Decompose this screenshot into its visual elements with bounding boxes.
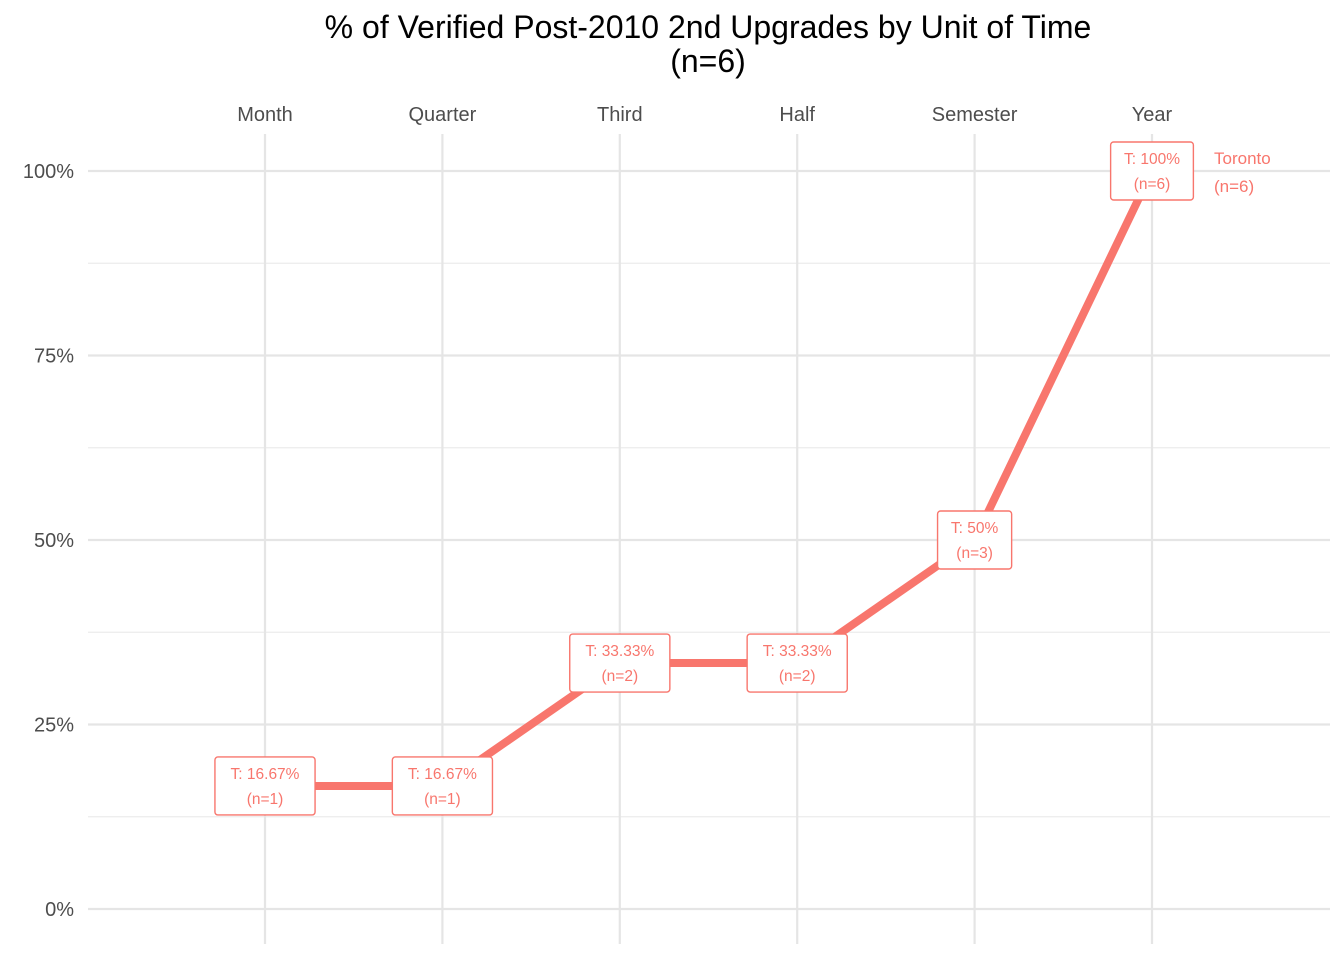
data-label: T: 33.33% (n=2)	[746, 633, 848, 693]
y-tick-label: 0%	[45, 899, 74, 921]
data-label-box	[1109, 141, 1195, 201]
data-label-text: (n=3)	[956, 545, 993, 562]
data-label-box	[214, 756, 316, 816]
data-labels: T: 16.67% (n=1) T: 16.67% (n=1) T: 33.33% (n=…	[214, 141, 1195, 816]
y-axis-tick-labels: 0% 25% 50% 75% 100%	[23, 161, 74, 921]
x-tick-label: Semester	[932, 104, 1018, 126]
major-gridlines	[88, 134, 1330, 944]
data-label-text: T: 100%	[1124, 151, 1180, 168]
data-label: T: 33.33% (n=2)	[569, 633, 671, 693]
data-label: T: 16.67% (n=1)	[391, 756, 494, 816]
y-tick-label: 75%	[34, 346, 74, 368]
chart-subtitle-text: (n=6)	[670, 43, 746, 79]
series-end-label: Toronto	[1214, 149, 1271, 168]
data-label-text: (n=1)	[247, 791, 284, 808]
data-label: T: 50% (n=3)	[936, 510, 1013, 570]
x-tick-label: Third	[597, 104, 643, 126]
data-label-text: T: 33.33%	[585, 643, 654, 660]
data-label-box	[936, 510, 1013, 570]
series-end-label: (n=6)	[1214, 177, 1254, 196]
data-label-text: T: 50%	[951, 520, 999, 537]
y-tick-label: 50%	[34, 530, 74, 552]
y-tick-label: 100%	[23, 161, 74, 183]
data-label-text: (n=2)	[779, 668, 816, 685]
data-label-text: T: 16.67%	[408, 766, 477, 783]
data-label-text: (n=1)	[424, 791, 461, 808]
y-tick-label: 25%	[34, 715, 74, 737]
x-tick-label: Half	[779, 104, 815, 126]
chart-title-text: % of Verified Post-2010 2nd Upgrades by …	[324, 9, 1092, 45]
data-label-box	[391, 756, 494, 816]
x-tick-label: Year	[1132, 104, 1173, 126]
minor-gridlines	[88, 262, 1330, 818]
data-label-text: (n=2)	[601, 668, 638, 685]
x-tick-label: Quarter	[408, 104, 476, 126]
data-label: T: 16.67% (n=1)	[214, 756, 316, 816]
data-label-box	[746, 633, 848, 693]
x-axis-tick-labels: Month Quarter Third Half Semester Year	[237, 104, 1172, 126]
chart-title: % of Verified Post-2010 2nd Upgrades by …	[0, 10, 1344, 78]
data-label-box	[569, 633, 671, 693]
x-tick-label: Month	[237, 104, 293, 126]
data-label-text: (n=6)	[1134, 176, 1171, 193]
data-label-text: T: 33.33%	[763, 643, 832, 660]
data-label: T: 100% (n=6)	[1109, 141, 1195, 201]
series-end-labels: Toronto (n=6)	[1214, 149, 1271, 196]
data-label-text: T: 16.67%	[231, 766, 300, 783]
